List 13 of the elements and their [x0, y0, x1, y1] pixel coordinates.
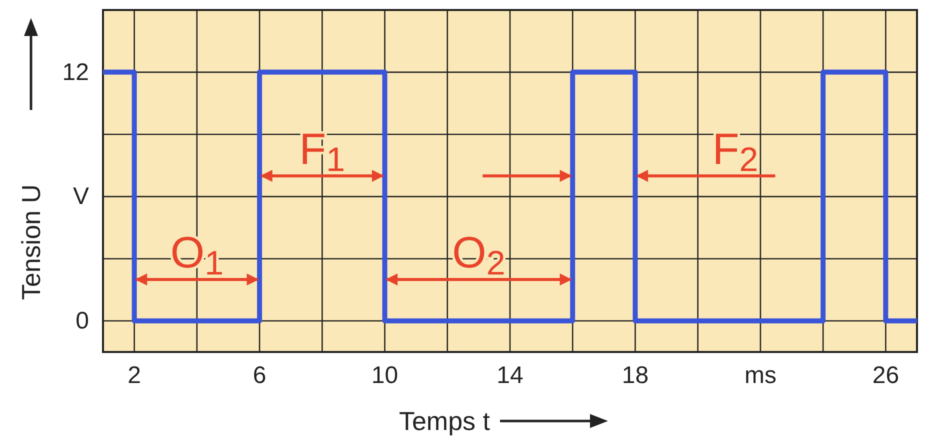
x-tick-label: 26	[872, 362, 900, 390]
x-tick-label: ms	[744, 362, 776, 390]
y-axis-title: Tension U	[16, 184, 46, 300]
annotation: F$_{2}$	[712, 124, 758, 179]
x-tick-label: 10	[371, 362, 398, 390]
x-tick-label: 2	[128, 362, 141, 390]
y-tick-label: 0	[76, 308, 89, 335]
y-tick-label: V	[72, 183, 89, 210]
x-tick-label: 14	[496, 362, 524, 390]
y-tick-label: 12	[62, 58, 89, 86]
x-axis-title: Temps t	[398, 406, 491, 436]
x-tick-label: 18	[622, 362, 649, 390]
x-tick-label: 6	[252, 362, 266, 390]
